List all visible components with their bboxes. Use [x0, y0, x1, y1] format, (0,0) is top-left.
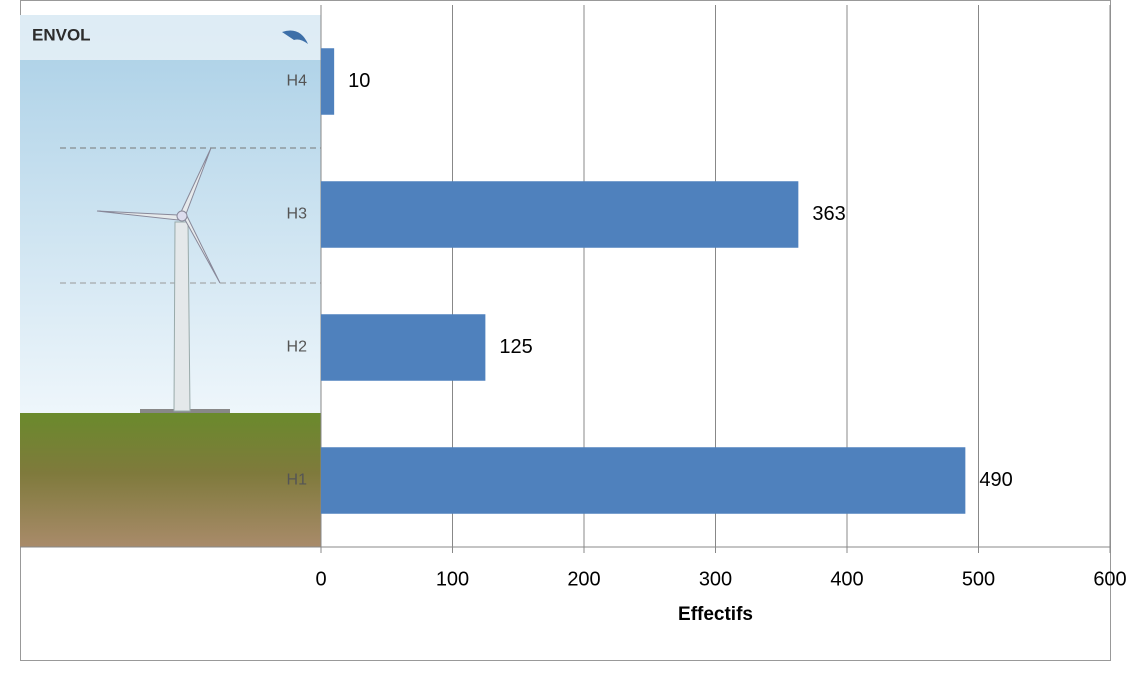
y-tick-label: H4 — [287, 73, 308, 90]
chart: ENVOL 0 100 200 300 400 500 600 Effectifs H1 490 H… — [0, 0, 1131, 672]
bar — [321, 314, 485, 381]
bar — [321, 181, 798, 248]
illustration: ENVOL — [20, 15, 321, 547]
x-axis-title: Effectifs — [678, 604, 753, 625]
bar — [321, 447, 965, 514]
value-label: 10 — [348, 70, 370, 92]
value-label: 125 — [499, 336, 532, 358]
x-tick-label: 100 — [436, 568, 469, 590]
x-tick-label: 600 — [1093, 568, 1126, 590]
y-tick-label: H3 — [287, 206, 308, 223]
bar — [321, 48, 334, 115]
y-tick-label: H1 — [287, 472, 308, 489]
x-tick-label: 300 — [699, 568, 732, 590]
value-label: 363 — [812, 203, 845, 225]
y-tick-label: H2 — [287, 339, 308, 356]
x-tick-label: 200 — [567, 568, 600, 590]
value-label: 490 — [979, 469, 1012, 491]
x-tick-label: 500 — [962, 568, 995, 590]
logo-text: ENVOL — [32, 25, 91, 44]
x-tick-label: 0 — [315, 568, 326, 590]
x-tick-label: 400 — [830, 568, 863, 590]
